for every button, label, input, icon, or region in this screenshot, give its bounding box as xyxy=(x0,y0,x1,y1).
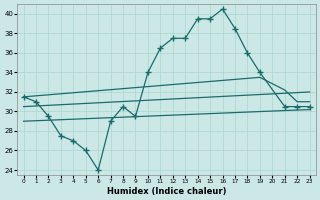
X-axis label: Humidex (Indice chaleur): Humidex (Indice chaleur) xyxy=(107,187,226,196)
